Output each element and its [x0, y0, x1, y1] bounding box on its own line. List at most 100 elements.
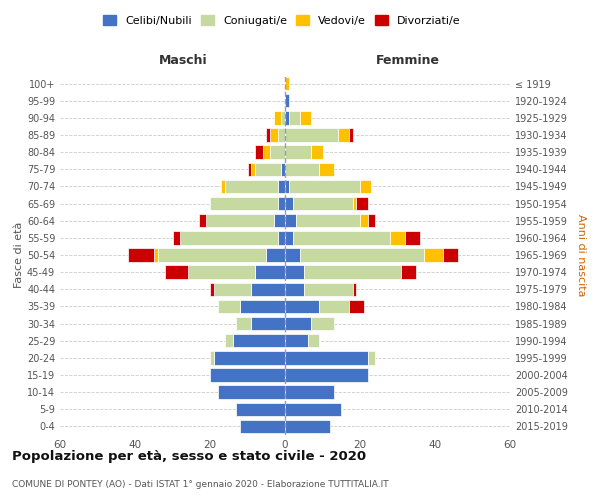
- Bar: [263, 146, 270, 159]
- Bar: [285, 162, 319, 176]
- Bar: [248, 162, 251, 176]
- Bar: [251, 282, 285, 296]
- Bar: [266, 128, 270, 141]
- Bar: [210, 282, 214, 296]
- Bar: [128, 248, 154, 262]
- Bar: [285, 180, 289, 193]
- Bar: [225, 334, 233, 347]
- Legend: Celibi/Nubili, Coniugati/e, Vedovi/e, Divorziati/e: Celibi/Nubili, Coniugati/e, Vedovi/e, Di…: [99, 10, 465, 30]
- Bar: [285, 231, 293, 244]
- Bar: [225, 180, 277, 193]
- Text: Maschi: Maschi: [158, 54, 208, 68]
- Bar: [289, 111, 300, 124]
- Bar: [349, 128, 353, 141]
- Bar: [206, 214, 274, 228]
- Bar: [285, 317, 311, 330]
- Bar: [285, 282, 304, 296]
- Bar: [210, 368, 285, 382]
- Bar: [214, 351, 285, 364]
- Bar: [443, 248, 458, 262]
- Bar: [311, 317, 334, 330]
- Bar: [289, 180, 360, 193]
- Bar: [296, 214, 360, 228]
- Bar: [165, 266, 187, 279]
- Bar: [255, 266, 285, 279]
- Bar: [285, 94, 289, 108]
- Bar: [293, 197, 353, 210]
- Bar: [360, 214, 367, 228]
- Bar: [233, 334, 285, 347]
- Bar: [266, 248, 285, 262]
- Bar: [293, 231, 390, 244]
- Bar: [277, 128, 285, 141]
- Bar: [308, 334, 319, 347]
- Text: Femmine: Femmine: [376, 54, 440, 68]
- Bar: [356, 197, 367, 210]
- Bar: [281, 111, 285, 124]
- Bar: [304, 282, 353, 296]
- Bar: [281, 162, 285, 176]
- Bar: [401, 266, 416, 279]
- Bar: [300, 248, 424, 262]
- Bar: [367, 214, 375, 228]
- Bar: [218, 386, 285, 399]
- Bar: [285, 214, 296, 228]
- Bar: [285, 386, 334, 399]
- Bar: [270, 146, 285, 159]
- Bar: [390, 231, 405, 244]
- Bar: [300, 111, 311, 124]
- Bar: [221, 180, 225, 193]
- Bar: [285, 420, 330, 433]
- Bar: [285, 128, 337, 141]
- Bar: [154, 248, 157, 262]
- Bar: [270, 128, 277, 141]
- Bar: [311, 146, 323, 159]
- Bar: [277, 197, 285, 210]
- Text: Popolazione per età, sesso e stato civile - 2020: Popolazione per età, sesso e stato civil…: [12, 450, 366, 463]
- Bar: [251, 162, 255, 176]
- Bar: [285, 248, 300, 262]
- Bar: [285, 368, 367, 382]
- Bar: [240, 300, 285, 313]
- Bar: [274, 111, 281, 124]
- Bar: [319, 162, 334, 176]
- Bar: [367, 351, 375, 364]
- Bar: [285, 402, 341, 416]
- Bar: [199, 214, 206, 228]
- Bar: [319, 300, 349, 313]
- Bar: [187, 266, 255, 279]
- Bar: [285, 77, 289, 90]
- Bar: [349, 300, 364, 313]
- Bar: [424, 248, 443, 262]
- Bar: [285, 300, 319, 313]
- Bar: [285, 111, 289, 124]
- Bar: [285, 146, 311, 159]
- Bar: [218, 300, 240, 313]
- Bar: [236, 402, 285, 416]
- Bar: [285, 351, 367, 364]
- Bar: [180, 231, 277, 244]
- Bar: [274, 214, 285, 228]
- Bar: [157, 248, 266, 262]
- Bar: [285, 266, 304, 279]
- Bar: [337, 128, 349, 141]
- Bar: [304, 266, 401, 279]
- Bar: [277, 231, 285, 244]
- Bar: [240, 420, 285, 433]
- Bar: [210, 351, 214, 364]
- Y-axis label: Anni di nascita: Anni di nascita: [576, 214, 586, 296]
- Bar: [285, 197, 293, 210]
- Text: COMUNE DI PONTEY (AO) - Dati ISTAT 1° gennaio 2020 - Elaborazione TUTTITALIA.IT: COMUNE DI PONTEY (AO) - Dati ISTAT 1° ge…: [12, 480, 389, 489]
- Bar: [285, 334, 308, 347]
- Bar: [255, 146, 263, 159]
- Bar: [236, 317, 251, 330]
- Bar: [277, 180, 285, 193]
- Bar: [353, 197, 356, 210]
- Bar: [353, 282, 356, 296]
- Bar: [173, 231, 180, 244]
- Bar: [360, 180, 371, 193]
- Bar: [255, 162, 281, 176]
- Bar: [405, 231, 420, 244]
- Bar: [210, 197, 277, 210]
- Bar: [251, 317, 285, 330]
